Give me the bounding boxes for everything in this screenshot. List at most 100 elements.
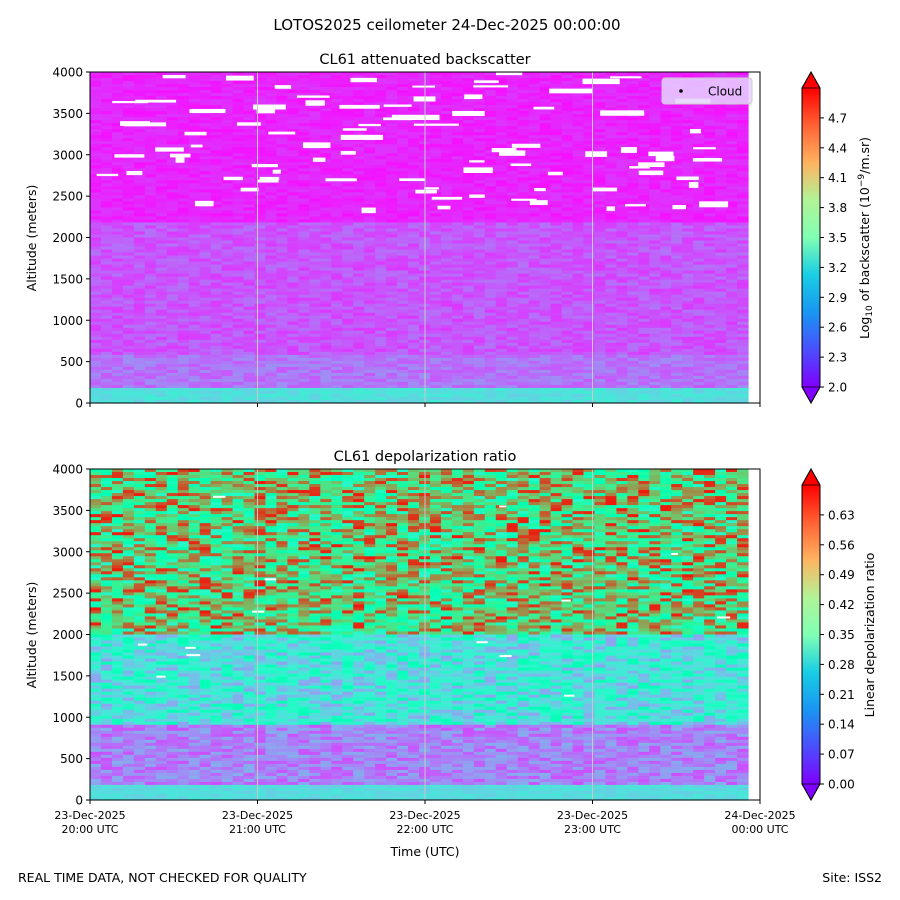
heatmap-cell [616,225,628,230]
heatmap-cell [616,174,628,178]
heatmap-cell [375,246,387,251]
heatmap-cell [133,141,146,145]
heatmap-cell [155,135,168,139]
heatmap-cell [660,168,672,172]
heatmap-cell [221,144,234,148]
heatmap-cell [177,168,190,172]
heatmap-cell [166,129,179,133]
heatmap-cell [737,252,749,257]
heatmap-cell [517,207,530,212]
heatmap-cell [320,225,332,230]
heatmap-cell [627,267,639,272]
heatmap-cell [517,219,530,224]
heatmap-cell [265,102,278,106]
heatmap-cell [375,255,387,260]
heatmap-cell [408,150,420,154]
heatmap-cell [649,216,661,221]
heatmap-cell [320,189,332,193]
heatmap-cell [221,222,234,227]
heatmap-cell [188,246,201,251]
heatmap-cell [331,222,343,227]
heatmap-cell [715,72,727,76]
heatmap-cell [144,237,157,242]
heatmap-cell [583,237,596,242]
heatmap-cell [221,180,234,184]
heatmap-cell [177,258,190,263]
heatmap-cell [495,228,508,233]
heatmap-cell [188,117,201,121]
heatmap-cell [320,108,332,112]
heatmap-cell [484,156,497,160]
heatmap-cell [627,84,639,88]
heatmap-cell [671,165,683,169]
heatmap-cell [638,144,650,148]
heatmap-cell [342,267,354,272]
heatmap-cell [254,168,267,172]
heatmap-cell [353,252,365,257]
heatmap-cell [561,174,574,178]
heatmap-cell [638,141,650,145]
heatmap-cell [331,93,343,97]
heatmap-cell [276,174,288,178]
heatmap-cell [495,207,508,212]
heatmap-cell [693,249,705,254]
heatmap-cell [627,231,639,236]
heatmap-cell [539,123,552,127]
heatmap-cell [693,162,705,166]
heatmap-cell [429,81,442,85]
heatmap-cell [298,243,310,248]
heatmap-cell [473,237,486,242]
heatmap-cell [386,87,398,91]
heatmap-cell [188,162,201,166]
heatmap-cell [309,72,321,76]
heatmap-cell [737,75,749,79]
heatmap-cell [616,240,628,245]
heatmap-cell [397,264,409,269]
heatmap-cell [517,201,530,205]
heatmap-cell [254,198,267,202]
heatmap-cell [210,126,223,130]
heatmap-cell [155,255,168,260]
heatmap-cell [353,111,365,115]
heatmap-cell [408,183,420,187]
heatmap-cell [550,177,563,181]
heatmap-cell [309,171,321,175]
heatmap-cell [166,162,179,166]
heatmap-cell [616,117,628,121]
heatmap-cell [473,138,486,142]
heatmap-cell [737,126,749,130]
heatmap-cell [408,153,420,157]
heatmap-cell [166,243,179,248]
heatmap-cell [133,186,146,190]
heatmap-cell [276,114,288,118]
heatmap-cell [638,246,650,251]
heatmap-cell [353,162,365,166]
heatmap-cell [177,252,190,257]
heatmap-cell [451,126,464,130]
heatmap-cell [199,123,212,127]
heatmap-cell [122,249,135,254]
heatmap-cell [342,114,354,118]
heatmap-cell [726,261,738,266]
heatmap-cell [133,255,146,260]
heatmap-cell [155,150,168,154]
heatmap-cell [133,135,146,139]
heatmap-cell [660,111,672,115]
heatmap-cell [495,183,508,187]
heatmap-cell [397,171,409,175]
heatmap-cell [440,177,453,181]
heatmap-cell [451,78,464,82]
heatmap-cell [408,225,420,230]
heatmap-cell [440,87,453,91]
heatmap-cell [429,204,442,209]
heatmap-cell [561,93,574,97]
heatmap-cell [704,228,716,233]
heatmap-cell [583,264,596,269]
heatmap-cell [122,192,135,196]
heatmap-cell [737,198,749,202]
heatmap-cell [287,171,299,175]
heatmap-cell [715,150,727,154]
heatmap-cell [550,84,563,88]
heatmap-cell [166,120,179,124]
heatmap-cell [287,174,299,178]
